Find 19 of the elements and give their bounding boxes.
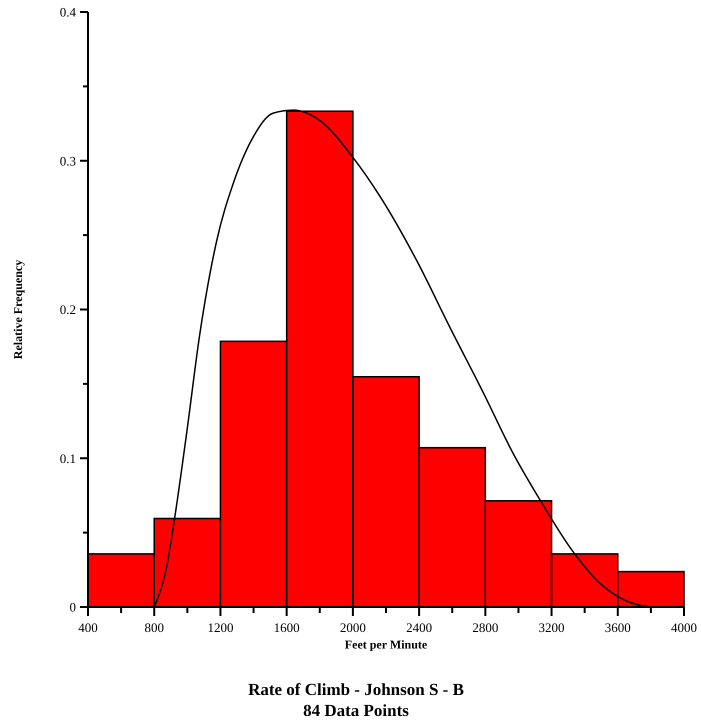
x-tick-label: 1200 [207,620,234,635]
x-tick-label: 3600 [604,620,631,635]
y-tick-label: 0.3 [60,153,76,168]
y-tick-label: 0.2 [60,302,76,318]
y-tick-label: 0.4 [60,4,76,20]
y-tick-label: 0.1 [60,450,76,466]
text: Rate of Climb - Johnson S - B [248,680,464,699]
y-tick-label: 0 [70,600,76,615]
x-tick-label: 2400 [406,620,432,635]
x-tick-label: 1600 [274,620,300,635]
x-tick-label: 2000 [340,620,366,635]
x-tick-label: 3200 [538,620,565,635]
x-tick-label: 800 [144,620,164,635]
y-axis-title: Relative Frequency [11,260,25,360]
x-axis-title: Feet per Minute [344,637,428,652]
x-tick-label: 4000 [671,620,697,635]
x-tick-label: 2800 [472,620,498,635]
text: 84 Data Points [303,701,410,720]
x-tick-label: 400 [78,620,98,635]
